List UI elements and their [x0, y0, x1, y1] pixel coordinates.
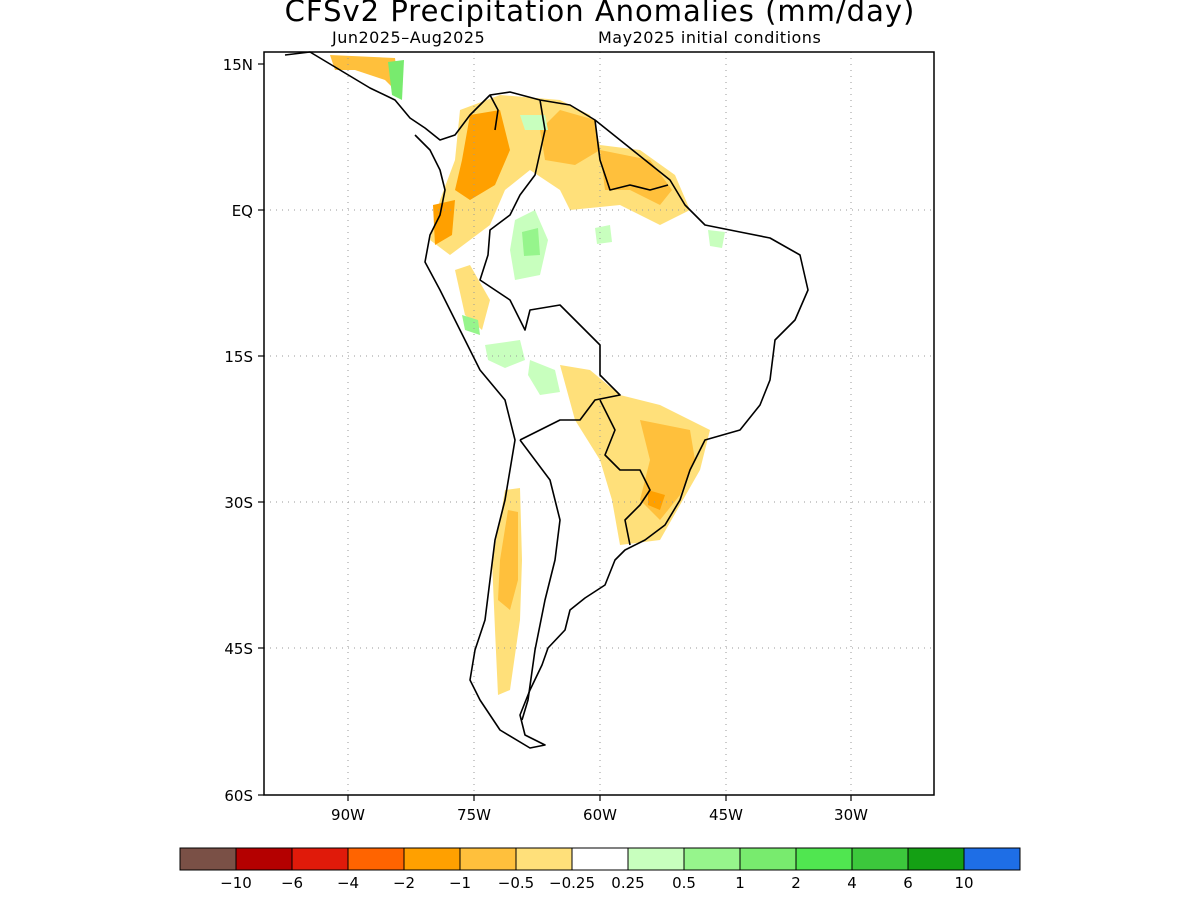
colorbar-label: −0.25 [549, 874, 595, 892]
lat-label-15n: 15N [223, 56, 253, 74]
colorbar-swatch [851, 847, 909, 871]
anomaly-positive-para [708, 230, 725, 248]
anomaly-positive-venezuela [520, 115, 548, 130]
anomaly-positive-bolivia-east [528, 360, 560, 395]
lon-label-75w: 75W [457, 806, 491, 824]
anomaly-positive-peru [462, 315, 480, 335]
lon-label-60w: 60W [583, 806, 617, 824]
colorbar-swatch [515, 847, 573, 871]
colorbar-label: −4 [337, 874, 359, 892]
anomaly-negative-rs [648, 490, 665, 510]
colorbar-label: 10 [954, 874, 973, 892]
colorbar-swatch [627, 847, 685, 871]
anomaly-negative-central-america [330, 55, 400, 95]
colorbar-swatch [347, 847, 405, 871]
colorbar-swatch [235, 847, 293, 871]
map-grid [264, 52, 934, 795]
colorbar-swatch [739, 847, 797, 871]
colorbar-label: −6 [281, 874, 303, 892]
colorbar-label: −0.5 [498, 874, 534, 892]
anomaly-negative-guianas [600, 150, 672, 205]
anomaly-negative-venezuela [540, 110, 600, 165]
lat-label-60s: 60S [224, 787, 253, 805]
lon-label-30w: 30W [834, 806, 868, 824]
colorbar-swatch [907, 847, 965, 871]
colorbar-label: 4 [847, 874, 857, 892]
colorbar-label: 6 [903, 874, 913, 892]
colorbar-swatch [683, 847, 741, 871]
anomaly-positive-nicaragua [388, 60, 404, 100]
map-frame [263, 51, 935, 796]
subtitle-period: Jun2025–Aug2025 [332, 28, 486, 47]
colorbar: −10 −6 −4 −2 −1 −0.5 −0.25 0.25 0.5 1 2 4 6 10 [179, 847, 1021, 892]
anomaly-negative-ecuador [433, 200, 455, 245]
colorbar-swatch [963, 847, 1021, 871]
colorbar-label: 1 [735, 874, 745, 892]
colorbar-swatch [795, 847, 853, 871]
colorbar-swatch [459, 847, 517, 871]
lat-label-15s: 15S [224, 348, 253, 366]
lat-label-eq: EQ [232, 202, 253, 220]
coastlines [284, 51, 809, 749]
colorbar-swatch [291, 847, 349, 871]
colorbar-label: −2 [393, 874, 415, 892]
colorbar-swatch [179, 847, 237, 871]
colorbar-label: −1 [449, 874, 471, 892]
anomaly-negative-chile-strong [498, 510, 518, 610]
anomaly-shading [330, 55, 725, 695]
map-title: CFSv2 Precipitation Anomalies (mm/day) [284, 0, 916, 28]
anomaly-negative-strong-colombia [455, 110, 510, 200]
colorbar-label: −10 [220, 874, 252, 892]
lat-label-30s: 30S [224, 494, 253, 512]
anomaly-negative-peru [455, 265, 490, 330]
lon-label-90w: 90W [331, 806, 365, 824]
colorbar-label: 2 [791, 874, 801, 892]
anomaly-positive-bolivia [485, 340, 525, 368]
colorbar-label: 0.5 [672, 874, 696, 892]
anomaly-positive-east-amazon [595, 225, 612, 244]
lat-label-45s: 45S [224, 640, 253, 658]
lon-label-45w: 45W [709, 806, 743, 824]
colorbar-swatch [571, 847, 629, 871]
subtitle-initial-conditions: May2025 initial conditions [598, 28, 822, 47]
colorbar-label: 0.25 [611, 874, 644, 892]
colorbar-swatch [403, 847, 461, 871]
anomaly-positive-amazon-core [522, 228, 540, 256]
